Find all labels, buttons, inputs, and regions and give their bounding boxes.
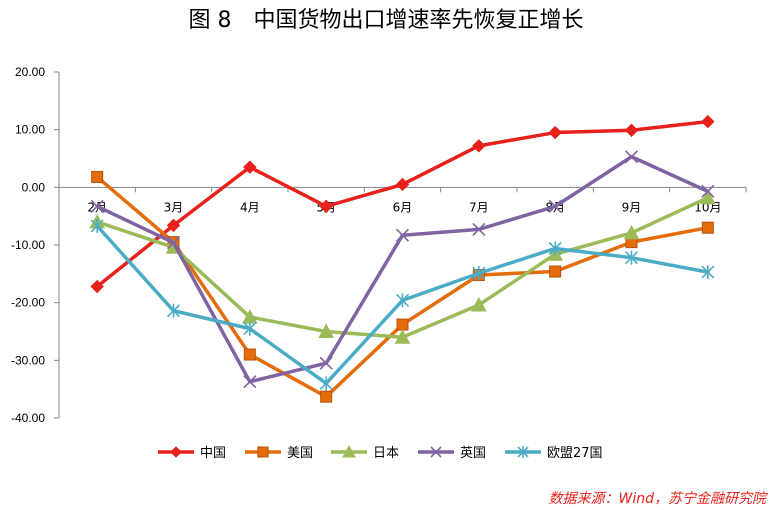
source-note: 数据来源：Wind，苏宁金融研究院 <box>549 491 768 507</box>
series-中国 <box>90 114 715 294</box>
x-tick-label: 4月 <box>240 200 260 214</box>
chart-series <box>89 114 716 403</box>
data-point-stroke <box>472 222 486 236</box>
x-tick-label: 3月 <box>164 200 184 214</box>
legend-label: 日本 <box>373 446 399 461</box>
data-point <box>517 446 529 458</box>
data-point <box>318 323 335 338</box>
chart-title: 图 8 中国货物出口增速率先恢复正增长 <box>189 8 584 33</box>
y-tick-label: 10.00 <box>15 123 45 137</box>
data-point <box>548 241 562 256</box>
y-tick-label: -20.00 <box>11 296 45 310</box>
data-point-stroke <box>166 236 181 250</box>
x-tick-label: 6月 <box>393 200 413 214</box>
data-point <box>549 265 562 278</box>
data-point <box>701 184 715 198</box>
data-point-stroke <box>430 446 442 458</box>
data-point <box>699 189 716 205</box>
y-tick-label: -10.00 <box>11 238 45 252</box>
data-point <box>166 218 181 233</box>
data-point <box>243 321 257 336</box>
data-point <box>624 150 639 164</box>
data-point-stroke <box>395 228 410 242</box>
legend-label: 欧盟27国 <box>547 446 603 461</box>
data-point <box>319 376 333 391</box>
data-point <box>90 199 104 213</box>
series-欧盟27国 <box>90 218 715 391</box>
data-point <box>90 279 104 294</box>
y-tick-label: 0.00 <box>22 180 46 194</box>
data-point-stroke <box>624 150 639 164</box>
data-point <box>548 125 562 140</box>
data-point <box>90 218 104 233</box>
legend-item: 中国 <box>158 446 226 461</box>
series-美国 <box>91 170 714 403</box>
data-point <box>396 318 409 331</box>
data-point-stroke <box>548 199 562 213</box>
data-point <box>257 446 269 458</box>
legend-label: 美国 <box>287 446 313 461</box>
data-point <box>342 444 356 458</box>
data-point <box>470 296 487 312</box>
data-point <box>91 170 104 183</box>
data-point <box>394 329 411 344</box>
legend-item: 美国 <box>245 446 313 461</box>
data-point <box>170 446 182 458</box>
data-point <box>243 160 257 174</box>
data-point <box>395 228 410 242</box>
data-point <box>623 224 640 240</box>
legend-label: 英国 <box>460 446 486 461</box>
y-tick-label: -30.00 <box>11 353 45 367</box>
data-point <box>395 293 410 308</box>
data-point <box>395 177 410 192</box>
data-point <box>320 390 333 403</box>
data-point <box>472 139 486 153</box>
data-point <box>166 236 181 250</box>
legend-item: 英国 <box>418 446 486 461</box>
data-point <box>472 266 486 281</box>
data-point <box>624 250 639 265</box>
data-point-stroke <box>243 375 257 389</box>
data-point <box>472 222 486 236</box>
data-point <box>166 303 181 318</box>
data-point <box>624 123 639 137</box>
data-point <box>319 199 333 214</box>
data-point <box>701 265 715 280</box>
data-point-stroke <box>90 199 104 213</box>
data-point <box>548 199 562 213</box>
data-point <box>243 375 257 389</box>
series-日本 <box>89 189 716 344</box>
legend-item: 欧盟27国 <box>505 446 603 461</box>
data-point <box>319 356 333 370</box>
legend-label: 中国 <box>200 446 226 461</box>
data-point-stroke <box>319 356 333 370</box>
data-point-stroke <box>701 184 715 198</box>
data-point <box>243 348 256 361</box>
chart-legend: 中国 美国 日本 英国 欧盟27国 <box>158 444 603 461</box>
y-tick-label: 20.00 <box>15 65 45 79</box>
data-point <box>430 446 442 458</box>
x-tick-label: 7月 <box>469 200 489 214</box>
series-英国 <box>90 150 715 389</box>
data-point <box>701 221 714 234</box>
data-point <box>701 114 715 129</box>
y-tick-label: -40.00 <box>11 411 45 425</box>
legend-item: 日本 <box>331 444 399 461</box>
x-tick-label: 9月 <box>622 200 642 214</box>
